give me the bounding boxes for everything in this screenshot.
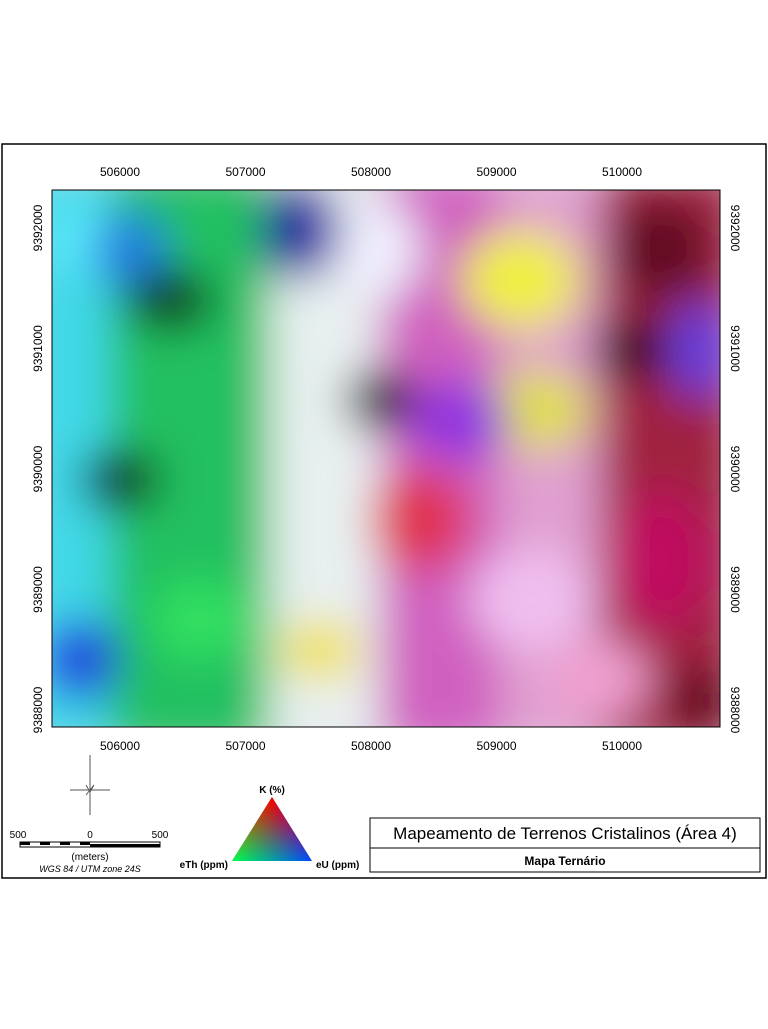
projection: WGS 84 / UTM zone 24S — [39, 864, 141, 874]
north-arrow — [70, 755, 110, 815]
y-tick-label: 9392000 — [728, 205, 742, 252]
legend-label: K (%) — [259, 785, 285, 796]
x-tick-label: 506000 — [100, 739, 140, 753]
y-tick-label: 9392000 — [31, 204, 45, 251]
scale-label: 500 — [152, 830, 169, 841]
x-tick-label: 509000 — [476, 739, 516, 753]
scale-unit: (meters) — [71, 852, 108, 863]
y-tick-label: 9389000 — [728, 566, 742, 613]
y-tick-label: 9388000 — [31, 686, 45, 733]
x-tick-label: 507000 — [225, 165, 265, 179]
y-tick-label: 9389000 — [31, 566, 45, 613]
legend-label: eU (ppm) — [316, 860, 359, 871]
x-tick-label: 510000 — [602, 165, 642, 179]
sheet-frame — [1, 143, 767, 879]
ternary-legend — [232, 797, 312, 861]
x-tick-label: 510000 — [602, 739, 642, 753]
scale-label: 0 — [87, 830, 93, 841]
ternary-image — [52, 190, 720, 727]
title-block — [369, 817, 761, 873]
x-tick-label: 509000 — [476, 165, 516, 179]
legend-label: eTh (ppm) — [180, 860, 228, 871]
title: Mapeamento de Terrenos Cristalinos (Área… — [393, 824, 737, 843]
scale-label: 500 — [10, 830, 27, 841]
x-tick-label: 507000 — [225, 739, 265, 753]
y-tick-label: 9391000 — [728, 325, 742, 372]
y-tick-label: 9390000 — [728, 446, 742, 493]
y-tick-label: 9390000 — [31, 445, 45, 492]
y-tick-label: 9391000 — [31, 325, 45, 372]
x-tick-label: 508000 — [351, 739, 391, 753]
x-tick-label: 508000 — [351, 165, 391, 179]
subtitle: Mapa Ternário — [524, 854, 605, 868]
scale-bar — [19, 841, 161, 848]
y-tick-label: 9388000 — [728, 687, 742, 734]
map-frame — [51, 189, 721, 728]
x-tick-label: 506000 — [100, 165, 140, 179]
